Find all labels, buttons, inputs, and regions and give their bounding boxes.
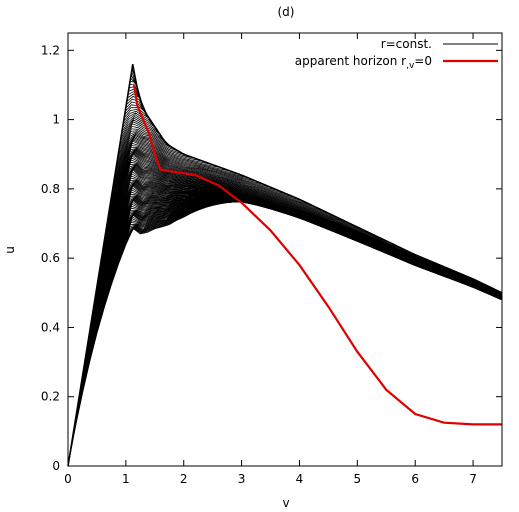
x-tick-label: 6 [411,472,419,486]
r-const-line [74,201,503,426]
x-tick-label: 3 [238,472,246,486]
x-tick-label: 2 [180,472,188,486]
legend-label-r-const: r=const. [381,37,432,51]
x-tick-label: 4 [296,472,304,486]
r-const-line [70,201,503,450]
apparent-horizon-curve [132,84,502,426]
null-boundary-line [67,64,134,467]
r-const-line [68,201,503,463]
x-tick-label: 7 [469,472,477,486]
r-const-line [74,201,503,423]
x-tick-label: 5 [354,472,362,486]
plot-border [67,32,503,467]
r-const-line [75,201,503,420]
r-const-line [67,200,503,467]
upper-envelope-line [132,64,503,294]
r-const-line [69,201,503,457]
y-tick-label: 0.6 [41,251,60,265]
x-axis-label: v [282,496,289,510]
y-tick-label: 0.8 [41,182,60,196]
r-const-line [71,201,503,443]
r-const-curves [67,64,503,467]
axis-ticks: 0 1 2 3 4 5 6 7 0 0.2 0.4 0.6 0.8 1 1.2 [41,33,502,486]
y-tick-label: 1 [52,113,60,127]
y-tick-label: 0 [52,459,60,473]
x-tick-label: 1 [122,472,130,486]
r-const-line [73,201,503,433]
legend: r=const. apparent horizon r,v=0 [295,37,498,71]
x-tick-label: 0 [64,472,72,486]
y-tick-label: 0.4 [41,320,60,334]
y-axis-label: u [3,246,17,254]
chart-title: (d) [278,5,295,19]
y-tick-label: 0.2 [41,390,60,404]
r-const-line [69,201,503,453]
r-const-line [73,201,503,430]
legend-label-horizon: apparent horizon r,v=0 [295,54,432,71]
r-const-line [72,201,503,436]
r-const-line [71,201,503,440]
apparent-horizon-line [132,84,502,426]
plot-frame [67,32,503,467]
r-const-line [70,201,503,446]
y-tick-label: 1.2 [41,43,60,57]
